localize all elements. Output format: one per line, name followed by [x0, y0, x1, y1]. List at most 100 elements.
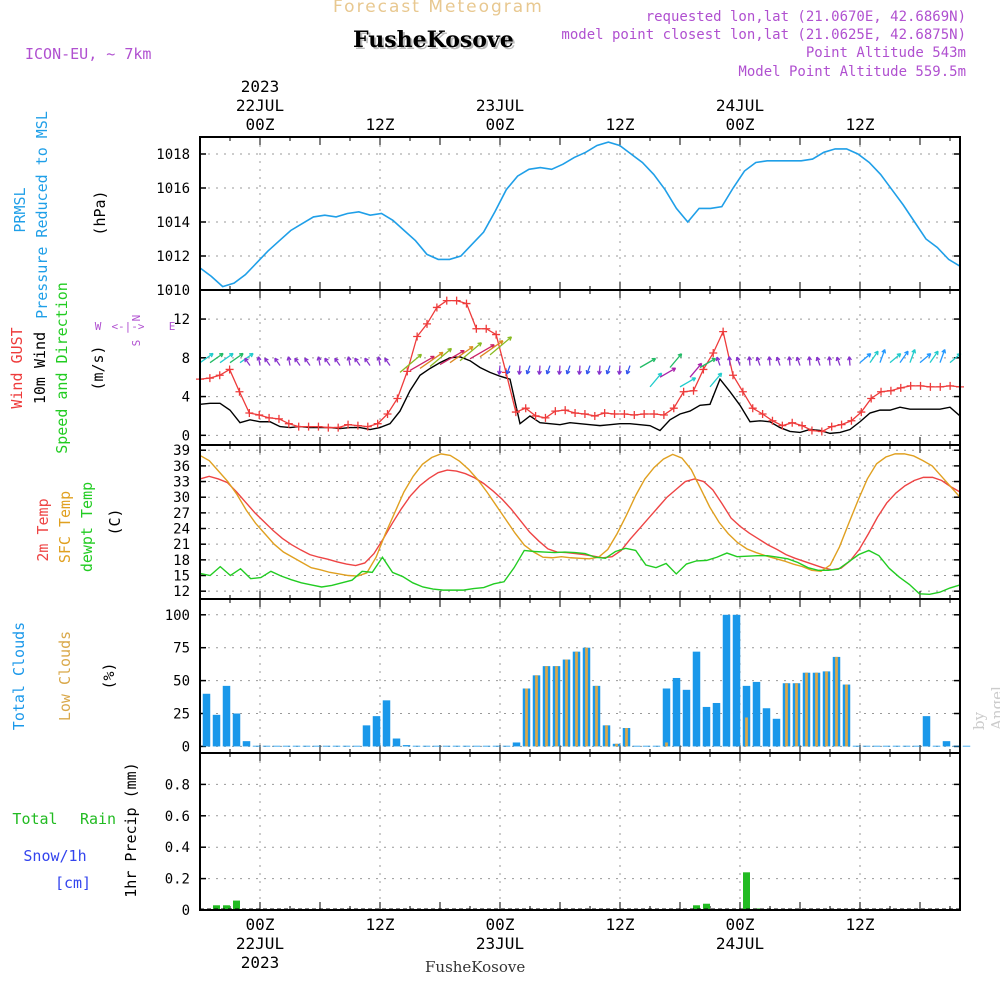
gust-marker — [748, 404, 757, 413]
gust-marker — [679, 387, 688, 396]
y-tick-label: 12 — [173, 312, 190, 328]
total-cloud-bar — [492, 745, 501, 747]
wind-direction-arrow — [354, 357, 361, 366]
total-cloud-bar — [962, 745, 971, 747]
wind-direction-arrow — [847, 356, 852, 366]
y-tick-label: 0 — [182, 739, 190, 755]
gust-marker — [511, 408, 520, 417]
gust-marker — [245, 409, 254, 418]
top-time-label: 00Z — [246, 115, 275, 134]
direction-label: Speed and Direction — [53, 282, 71, 454]
wind-direction-arrow — [727, 356, 732, 366]
y-tick-label: 12 — [173, 584, 190, 600]
gust-marker — [896, 383, 905, 392]
rain-total-label: Total — [12, 810, 57, 828]
gust-marker — [886, 386, 895, 395]
rain-bar — [213, 905, 220, 910]
temp2m-label: 2m Temp — [34, 498, 52, 561]
low-cloud-bar — [845, 684, 848, 747]
y-tick-label: 1012 — [156, 249, 190, 265]
y-tick-label: 0.8 — [165, 777, 190, 793]
wind-direction-arrow — [709, 372, 723, 388]
total-cloud-bar — [332, 745, 341, 747]
total-cloud-bar — [742, 685, 751, 747]
bottom-time-label: 12Z — [606, 915, 635, 934]
wind-unit: (m/s) — [89, 345, 107, 390]
bottom-time-label: 23JUL — [476, 934, 524, 953]
wind-direction-arrow — [679, 377, 697, 388]
gust-marker — [255, 410, 264, 419]
y-tick-label: 36 — [173, 459, 190, 475]
wind-direction-arrow — [545, 365, 551, 375]
gust-marker — [294, 422, 303, 431]
wind-direction-arrow — [316, 356, 322, 366]
total-cloud-bar — [292, 745, 301, 747]
y-tick-label: 18 — [173, 553, 190, 569]
gust-marker — [817, 427, 826, 436]
snow-unit-label: [cm] — [55, 874, 91, 892]
wind-direction-arrow — [459, 342, 483, 362]
total-cloud-bar — [402, 745, 411, 747]
bottom-time-label: 12Z — [846, 915, 875, 934]
total-cloud-bar — [722, 614, 731, 747]
wind-direction-arrow — [639, 357, 657, 369]
total-cloud-bar — [452, 745, 461, 747]
total-cloud-bar — [392, 738, 401, 747]
low-cloud-bar — [665, 742, 668, 747]
wind-direction-arrow — [827, 356, 832, 366]
gust-marker — [600, 409, 609, 418]
gust-marker — [413, 332, 422, 341]
y-tick-label: 1014 — [156, 215, 190, 231]
total-cloud-bar — [912, 745, 921, 747]
compass-arrows: <-|-> — [111, 320, 144, 333]
total-cloud-bar — [662, 688, 671, 747]
wind-direction-arrow — [597, 365, 602, 375]
wind-direction-arrow — [525, 365, 531, 375]
total-cloud-bar — [262, 745, 271, 747]
wind-direction-arrow — [795, 356, 801, 366]
rain-bar — [703, 903, 710, 910]
total-cloud-bar — [272, 745, 281, 747]
snow-label: Snow/1h — [23, 847, 86, 865]
total-cloud-bar — [472, 745, 481, 747]
total-cloud-bar — [952, 745, 961, 747]
wind-direction-arrow — [429, 347, 453, 368]
y-tick-label: 1010 — [156, 283, 190, 299]
wind-direction-arrow — [585, 365, 591, 375]
top-time-label: 12Z — [606, 115, 635, 134]
rain-label: Rain — [80, 810, 116, 828]
gust-marker — [284, 419, 293, 428]
y-tick-label: 4 — [182, 390, 190, 406]
wind-direction-arrow — [199, 352, 214, 364]
gust-marker — [215, 371, 224, 380]
cloud-unit: (%) — [100, 662, 118, 689]
gust-marker — [472, 324, 481, 333]
wind-direction-arrow — [577, 365, 582, 375]
top-time-label: 12Z — [846, 115, 875, 134]
wind-direction-arrow — [469, 344, 495, 360]
gust-marker — [541, 413, 550, 422]
total-cloud-bar — [482, 745, 491, 747]
gust-marker — [373, 419, 382, 428]
rain-bar — [233, 900, 240, 910]
total-cloud-bar — [302, 745, 311, 747]
wind-direction-arrow — [715, 356, 721, 366]
wind-direction-arrow — [419, 351, 444, 370]
gust-marker — [699, 365, 708, 374]
wind-direction-arrow — [787, 356, 792, 366]
wind-direction-arrow — [256, 356, 262, 366]
top-time-label: 00Z — [486, 115, 515, 134]
gust-marker — [521, 404, 530, 413]
wind-direction-arrow — [244, 357, 251, 366]
wind-direction-arrow — [346, 356, 352, 366]
gust-marker — [728, 371, 737, 380]
y-tick-label: 33 — [173, 475, 190, 491]
y-tick-label: 1018 — [156, 147, 190, 163]
wind-direction-arrow — [324, 357, 331, 366]
y-tick-label: 0.6 — [165, 809, 190, 825]
gust-marker — [442, 296, 451, 305]
gust-marker — [669, 404, 678, 413]
total-cloud-bar — [752, 681, 761, 747]
gust-marker — [916, 381, 925, 390]
gust-marker — [936, 382, 945, 391]
